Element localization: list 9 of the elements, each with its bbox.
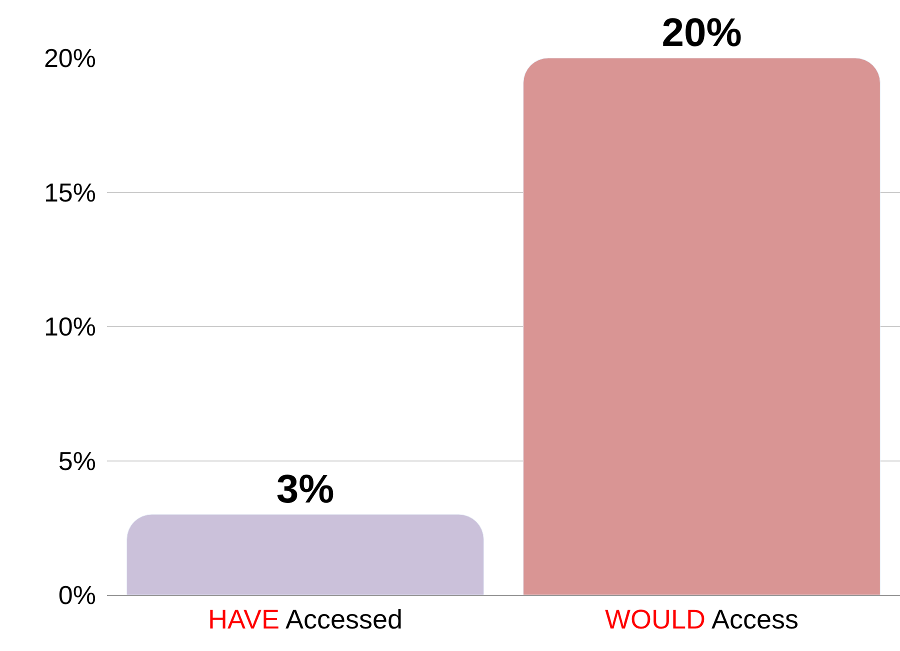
data-label: 20% xyxy=(662,11,742,55)
y-tick-label: 5% xyxy=(58,446,96,476)
y-tick-label: 0% xyxy=(58,580,96,610)
y-tick-label: 10% xyxy=(44,312,96,342)
data-label: 3% xyxy=(276,467,334,512)
x-tick-label: WOULD Access xyxy=(604,604,799,634)
x-tick-label: HAVE Accessed xyxy=(208,604,403,634)
y-tick-label: 20% xyxy=(44,43,96,74)
y-tick-label: 15% xyxy=(44,177,96,208)
